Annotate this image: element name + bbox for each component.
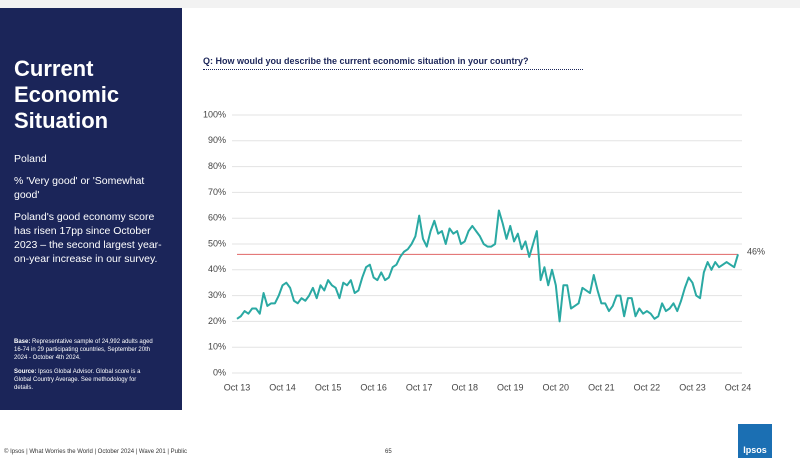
end-label: 46% <box>747 247 765 257</box>
x-tick-label: Oct 23 <box>679 382 706 392</box>
y-tick-label: 10% <box>208 342 226 352</box>
y-tick-label: 80% <box>208 161 226 171</box>
country: Poland <box>14 153 47 165</box>
source-text: Ipsos Global Advisor. Global score is a … <box>14 369 141 391</box>
x-tick-label: Oct 18 <box>451 382 478 392</box>
base-note: Base: Representative sample of 24,992 ad… <box>14 338 154 362</box>
y-tick-label: 20% <box>208 316 226 326</box>
y-tick-label: 90% <box>208 135 226 145</box>
footer: © Ipsos | What Worries the World | Octob… <box>4 449 187 455</box>
base-text: Representative sample of 24,992 adults a… <box>14 339 153 361</box>
logo: Ipsos <box>738 424 772 458</box>
data-line <box>236 209 739 323</box>
x-tick-label: Oct 21 <box>588 382 615 392</box>
x-tick-label: Oct 24 <box>725 382 752 392</box>
source-note: Source: Ipsos Global Advisor. Global sco… <box>14 368 154 392</box>
y-tick-label: 60% <box>208 213 226 223</box>
base-label: Base: <box>14 339 31 345</box>
x-tick-label: Oct 14 <box>269 382 296 392</box>
side-panel: Current Economic Situation Poland % 'Ver… <box>0 8 182 410</box>
y-tick-label: 0% <box>213 367 226 377</box>
source-label: Source: <box>14 369 37 375</box>
top-bar <box>0 0 800 8</box>
y-tick-label: 100% <box>203 109 226 119</box>
measure: % 'Very good' or 'Somewhat good' <box>14 175 145 201</box>
y-tick-label: 70% <box>208 187 226 197</box>
notes: Base: Representative sample of 24,992 ad… <box>14 338 154 398</box>
panel-title: Current Economic Situation <box>14 56 120 133</box>
x-tick-label: Oct 19 <box>497 382 524 392</box>
x-tick-label: Oct 20 <box>543 382 570 392</box>
page-number: 65 <box>385 449 392 455</box>
x-tick-label: Oct 17 <box>406 382 433 392</box>
x-tick-label: Oct 15 <box>315 382 342 392</box>
question: Q: How would you describe the current ec… <box>203 56 583 70</box>
x-tick-label: Oct 16 <box>360 382 387 392</box>
description: Poland's good economy score has risen 17… <box>14 211 162 265</box>
y-tick-label: 40% <box>208 264 226 274</box>
y-tick-label: 50% <box>208 238 226 248</box>
x-tick-label: Oct 22 <box>634 382 661 392</box>
y-tick-label: 30% <box>208 290 226 300</box>
x-tick-label: Oct 13 <box>224 382 251 392</box>
